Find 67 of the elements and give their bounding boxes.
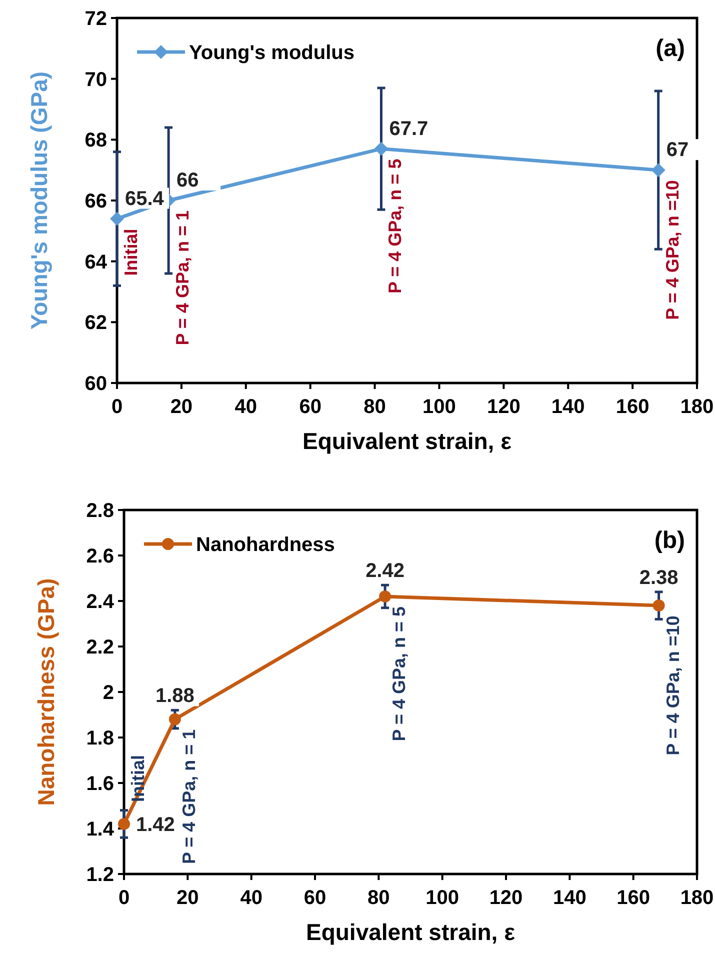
legend-label: Nanohardness <box>196 534 335 556</box>
x-tick-label: 140 <box>551 396 585 418</box>
x-tick-label: 0 <box>111 396 123 418</box>
y-tick-label: 72 <box>84 8 107 30</box>
y-tick-label: 64 <box>84 251 108 274</box>
data-label: 65.4 <box>125 188 165 210</box>
x-tick-label: 120 <box>486 396 520 418</box>
data-label: 2.42 <box>366 560 404 582</box>
x-tick-label: 60 <box>299 396 322 418</box>
y-tick-label: 2 <box>102 682 114 704</box>
point <box>651 163 666 178</box>
x-tick-label: 160 <box>616 396 650 418</box>
point <box>118 818 130 830</box>
y-tick-label: 1.2 <box>86 864 114 886</box>
data-label: 1.88 <box>155 685 194 708</box>
point <box>379 590 392 602</box>
annotation: (a) <box>656 35 685 62</box>
y-tick-label: 2.2 <box>86 636 114 658</box>
y-tick-label: 1.6 <box>86 773 114 795</box>
x-tick-label: 160 <box>616 887 650 909</box>
x-tick-label: 100 <box>422 396 456 418</box>
x-axis-title: Equivalent strain, ε <box>306 919 516 945</box>
x-tick-label: 80 <box>364 396 386 418</box>
annotation: P = 4 GPa, n =10 <box>662 616 683 756</box>
y-tick-label: 62 <box>84 312 107 334</box>
x-tick-label: 120 <box>489 887 523 909</box>
y-tick-label: 68 <box>84 130 107 152</box>
x-tick-label: 180 <box>680 887 714 909</box>
y-tick-label: 2.4 <box>86 591 115 613</box>
y-tick-label: 1.4 <box>86 818 115 840</box>
x-tick-label: 20 <box>176 887 199 909</box>
y-axis-title: Nanohardness (GPa) <box>33 578 59 806</box>
x-tick-label: 60 <box>304 887 326 909</box>
annotation: Initial <box>128 754 148 802</box>
annotation: Initial <box>121 228 141 276</box>
y-tick-label: 60 <box>84 373 107 395</box>
x-tick-label: 100 <box>426 887 460 909</box>
x-tick-label: 40 <box>234 396 258 418</box>
x-axis-title: Equivalent strain, ε <box>302 428 512 454</box>
x-tick-label: 40 <box>240 887 262 909</box>
y-axis-title: Young's modulus (GPa) <box>26 71 52 330</box>
point <box>652 600 665 612</box>
x-tick-label: 80 <box>368 887 390 909</box>
annotation: P = 4 GPa, n = 5 <box>385 158 406 294</box>
annotation: P = 4 GPa, n =10 <box>662 180 682 320</box>
x-tick-label: 140 <box>552 887 586 909</box>
annotation: P = 4 GPa, n = 5 <box>389 606 410 742</box>
point <box>168 713 181 726</box>
y-tick-label: 2.8 <box>86 500 114 522</box>
point <box>374 142 388 156</box>
data-label: 67 <box>666 139 689 162</box>
point <box>110 212 124 226</box>
y-tick-label: 2.6 <box>86 546 114 568</box>
y-tick-label: 70 <box>84 68 107 91</box>
data-label: 67.7 <box>389 118 428 140</box>
y-tick-label: 66 <box>84 190 107 212</box>
annotation: P = 4 GPa, n = 1 <box>178 729 199 864</box>
data-label: 2.38 <box>639 566 678 589</box>
data-label: 1.42 <box>136 814 175 836</box>
y-tick-label: 1.8 <box>86 728 114 750</box>
x-tick-label: 0 <box>118 887 130 909</box>
data-label: 66 <box>176 170 199 192</box>
annotation: (b) <box>654 527 685 554</box>
x-tick-label: 20 <box>170 396 193 418</box>
legend-label: Young's modulus <box>189 42 354 64</box>
x-tick-label: 180 <box>680 396 714 418</box>
annotation: P = 4 GPa, n = 1 <box>172 210 193 346</box>
